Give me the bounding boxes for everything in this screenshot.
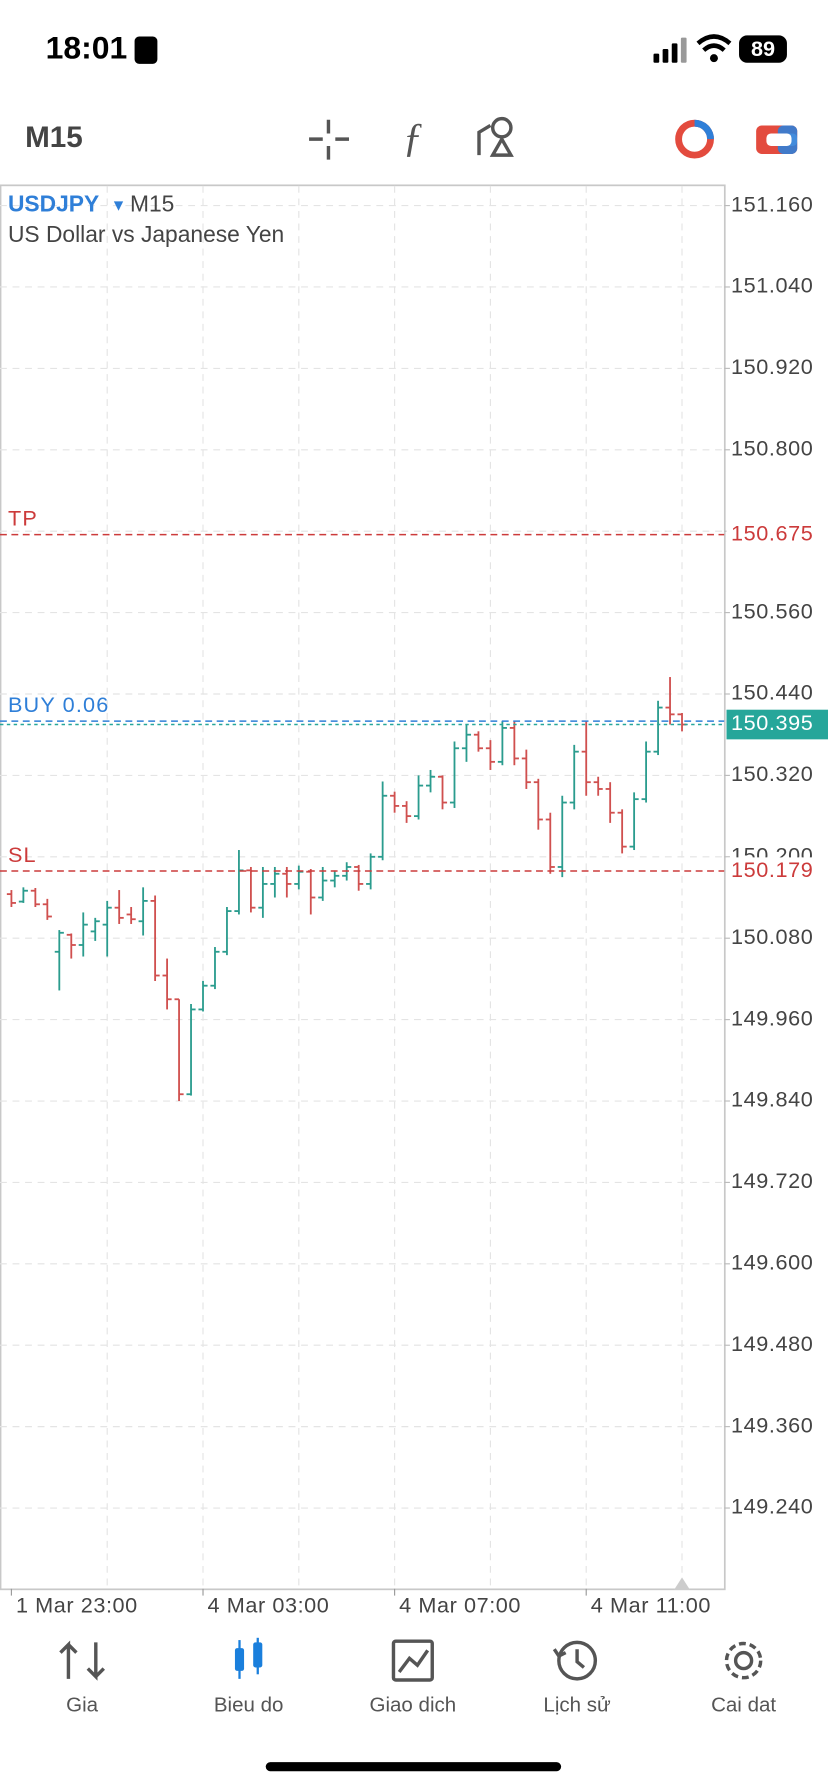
crosshair-button[interactable]	[309, 119, 349, 160]
y-tick-label: 149.720	[731, 1168, 813, 1193]
account-button[interactable]	[756, 125, 798, 154]
y-tick-label: 149.360	[731, 1412, 813, 1437]
y-tick-label: 150.440	[731, 680, 813, 705]
wifi-icon	[696, 34, 732, 52]
battery	[739, 35, 787, 63]
nav-tab[interactable]: Gia	[66, 1694, 99, 1717]
level-label: BUY 0.06	[8, 692, 109, 717]
last-price-tag: 150.395	[731, 710, 813, 735]
chart-frame	[0, 184, 726, 1591]
y-tick-label: 150.560	[731, 598, 813, 623]
x-tick-label: 4 Mar 07:00	[399, 1593, 521, 1618]
status-time: 18:01	[46, 30, 128, 66]
y-tick-label: 149.840	[731, 1087, 813, 1112]
nav-icons	[59, 1637, 763, 1682]
timeframe-button[interactable]: M15	[25, 121, 83, 154]
x-tick-label: 4 Mar 11:00	[591, 1593, 711, 1618]
x-tick-label: 1 Mar 23:00	[16, 1593, 138, 1618]
nav-tab[interactable]: Bieu do	[214, 1694, 284, 1717]
y-tick-label: 150.800	[731, 436, 813, 461]
level-label: SL	[8, 842, 37, 867]
x-tick-label: 4 Mar 03:00	[208, 1593, 330, 1618]
objects-button[interactable]	[477, 116, 514, 157]
y-tick-label: 149.240	[731, 1494, 813, 1519]
symbol-description: US Dollar vs Japanese Yen	[8, 221, 284, 247]
y-tick-label: 149.600	[731, 1250, 813, 1275]
y-tick-label: 150.080	[731, 924, 813, 949]
price-tag-bg	[726, 520, 828, 549]
wifi-dot	[709, 54, 718, 63]
price-tag: 150.675	[731, 520, 813, 545]
y-tick-label: 149.960	[731, 1005, 813, 1030]
nav-tab[interactable]: Cai dat	[711, 1694, 776, 1717]
y-tick-label: 149.480	[731, 1331, 813, 1356]
y-tick-label: 151.160	[731, 191, 813, 216]
last-price-tag-bg	[726, 709, 828, 740]
battery-level: 89	[751, 36, 775, 61]
symbol[interactable]: USDJPY	[8, 190, 99, 216]
nav-tab[interactable]: Lịch sử	[543, 1694, 611, 1717]
price-tag: 150.179	[731, 857, 813, 882]
status-icon	[134, 36, 158, 64]
bottom-nav: Gia Bieu do Giao dich Lịch sử Cai dat	[66, 1694, 776, 1717]
symbol-dropdown[interactable]: ▼	[111, 198, 127, 215]
chart-timeframe: M15	[130, 190, 174, 216]
level-label: TP	[8, 505, 38, 530]
y-tick-label: 151.040	[731, 273, 813, 298]
y-tick-label: 150.920	[731, 354, 813, 379]
home-indicator	[265, 1762, 562, 1772]
scroll-marker[interactable]	[674, 1577, 690, 1590]
signal-icon	[653, 37, 687, 63]
trade-button[interactable]	[675, 119, 714, 159]
price-tag-bg	[726, 857, 828, 885]
chart: 151.160151.040150.920150.800150.680150.5…	[0, 185, 828, 1618]
y-tick-label: 150.320	[731, 761, 813, 786]
nav-tab[interactable]: Giao dich	[370, 1694, 457, 1717]
indicators-button[interactable]: ƒ	[403, 114, 424, 160]
